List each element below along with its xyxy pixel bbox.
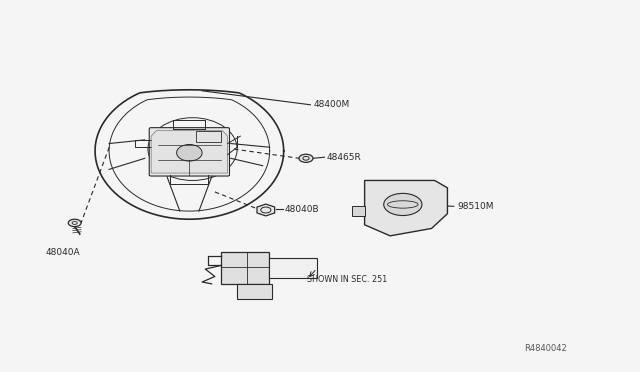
Circle shape — [68, 219, 81, 227]
Polygon shape — [257, 204, 275, 216]
Text: 98510M: 98510M — [457, 202, 493, 211]
Bar — [237, 284, 272, 299]
Text: 48400M: 48400M — [314, 100, 350, 109]
Text: SHOWN IN SEC. 251: SHOWN IN SEC. 251 — [307, 275, 387, 284]
Text: 48040B: 48040B — [285, 205, 319, 214]
Circle shape — [299, 154, 313, 162]
Polygon shape — [352, 206, 365, 215]
Bar — [269, 258, 317, 278]
Bar — [221, 253, 269, 284]
Text: 48465R: 48465R — [326, 153, 361, 162]
Bar — [196, 131, 221, 142]
Text: 48040A: 48040A — [46, 248, 81, 257]
Polygon shape — [365, 180, 447, 236]
Circle shape — [384, 193, 422, 215]
FancyBboxPatch shape — [149, 128, 230, 176]
Polygon shape — [151, 131, 228, 173]
Text: R4840042: R4840042 — [524, 344, 566, 353]
Ellipse shape — [177, 144, 202, 161]
